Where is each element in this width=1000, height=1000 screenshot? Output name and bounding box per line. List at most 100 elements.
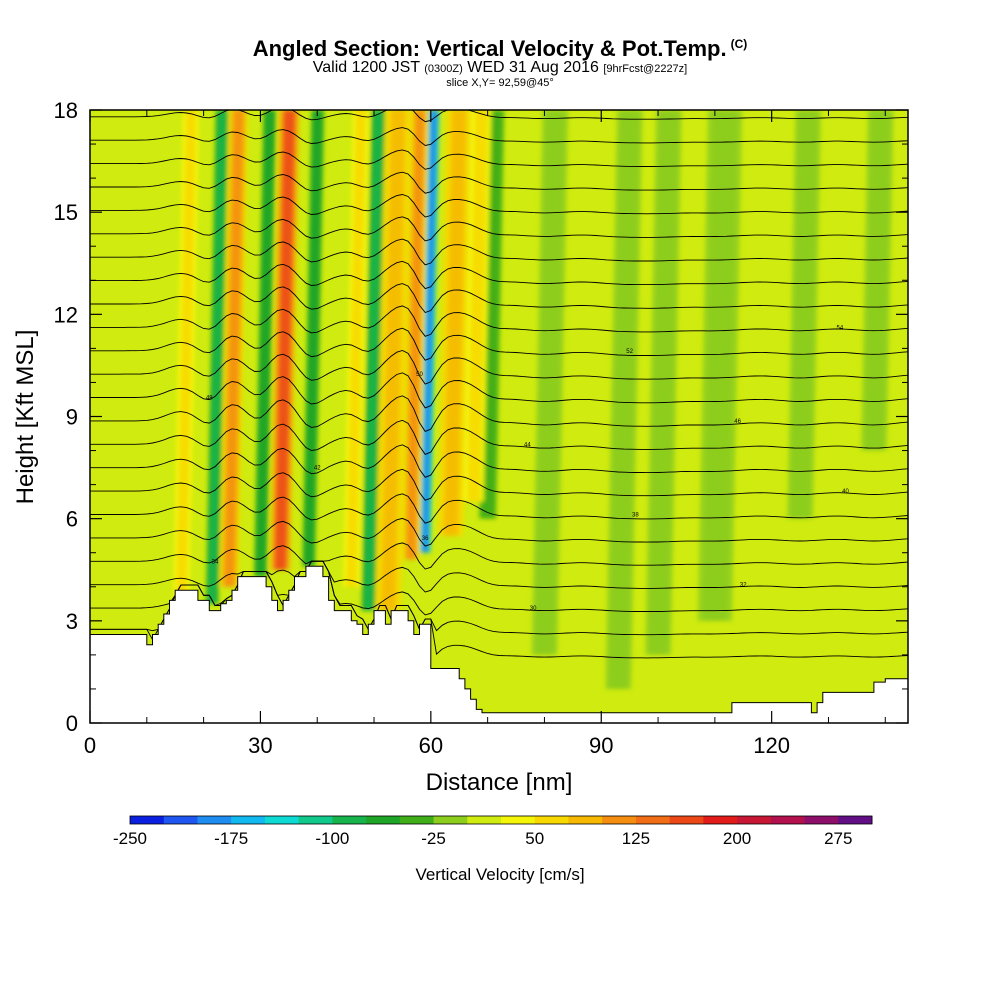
theta-contour-line [90,260,908,290]
theta-contour-label: 52 [626,349,633,355]
theta-contour-line [90,283,908,314]
downdraft-band [481,110,502,519]
colorbar-swatch [838,816,873,824]
colorbar-tick-label: -250 [113,829,147,848]
updraft-band [381,110,406,611]
downdraft-column-11 [861,110,894,451]
theta-contour-label: 50 [416,372,423,378]
updraft-band [223,110,244,587]
theta-contour-label: 30 [530,606,537,612]
colorbar-swatch [399,816,435,824]
y-tick-label: 9 [66,405,78,430]
colorbar-tick-label: 50 [525,829,544,848]
colorbar: -250 -175 -100 -25 50 125 200 275 [113,815,873,848]
theta-contour-line [90,444,908,478]
updraft-band [274,110,296,570]
colorbar-swatch [602,816,637,824]
terrain [90,565,908,723]
y-tick-label: 0 [66,711,78,736]
colorbar-swatch [501,816,536,824]
theta-contour-label: 42 [314,466,321,472]
theta-contour-label: 48 [206,396,213,402]
colorbar-swatch [568,816,603,824]
theta-contour-label: 46 [734,419,741,425]
theta-contour-line [90,350,908,385]
theta-contour-line [90,238,908,266]
updraft-band [467,110,488,502]
y-tick-label: 6 [66,507,78,532]
downdraft-column-7 [605,110,643,689]
theta-contour-label: 44 [524,442,531,448]
colorbar-swatch [467,816,502,824]
colorbar-swatch [635,816,671,824]
downdraft-column-3 [361,110,386,611]
colorbar-tick-label: 275 [824,829,852,848]
y-tick-label: 18 [54,98,78,123]
updraft-band [406,110,425,560]
colorbar-swatch [197,816,232,824]
colorbar-swatch [534,816,569,824]
y-tick-label: 12 [54,302,78,327]
x-tick-label: 60 [419,733,443,758]
theta-contour-label: 34 [212,559,219,565]
theta-contour-label: 54 [836,325,843,331]
colorbar-tick-label: -100 [315,829,349,848]
terrain-profile [90,565,908,723]
theta-contour-line [90,372,908,409]
downdraft-column-2 [302,110,325,567]
chart-title-tag: (C) [730,36,748,51]
downdraft-band [703,110,737,621]
theta-contour-line [90,542,908,570]
x-tick-label: 120 [753,733,790,758]
colorbar-swatch [804,816,839,824]
subtitle-date: WED 31 Aug 2016 [467,59,599,76]
theta-contour-line [90,493,908,524]
theta-contour-line [90,419,908,455]
y-tick-label: 3 [66,609,78,634]
colorbar-swatch [130,816,165,824]
colorbar-swatch [366,816,401,824]
slice-info: slice X,Y= 92,59@45° [446,77,554,89]
downdraft-band [609,110,639,689]
theta-contour-line [90,194,908,218]
theta-contour-line [90,327,908,361]
x-tick-label: 30 [248,733,272,758]
theta-contour-line [90,171,908,194]
colorbar-swatch [231,816,266,824]
colorbar-swatch [264,816,300,824]
theta-contour-label: 40 [842,489,849,495]
downdraft-column-9 [697,110,743,621]
colorbar-swatch [433,816,468,824]
x-axis-label: Distance [nm] [426,769,573,796]
colorbar-frame [129,815,873,825]
updraft-band [176,110,196,621]
y-tick-label: 15 [54,200,78,225]
subtitle-prefix: Valid 1200 JST [312,59,420,76]
x-tick-label: 0 [84,733,96,758]
downdraft-band [256,110,275,577]
colorbar-tick-label: 125 [622,829,650,848]
colorbar-swatch [332,816,367,824]
theta-contour-label: 32 [740,583,747,589]
downdraft-band [304,110,323,567]
subtitle-utc: (0300Z) [424,63,463,75]
downdraft-band [791,110,817,519]
colorbar-swatch [770,816,806,824]
x-tick-label: 90 [589,733,613,758]
downdraft-band [865,110,890,451]
colorbar-swatch [737,816,772,824]
colorbar-swatch [298,816,333,824]
colorbar-swatch [703,816,738,824]
theta-contour-line [90,305,908,337]
colorbar-tick-label: -25 [421,829,446,848]
y-axis-label: Height [Kft MSL] [12,330,39,505]
colorbar-swatch [669,816,704,824]
downdraft-band [207,110,227,604]
theta-contour-line [90,149,908,170]
downdraft-band [535,110,564,655]
chart-subtitle: Valid 1200 JST (0300Z) WED 31 Aug 2016 [… [0,59,1000,77]
colorbar-swatch [163,816,198,824]
theta-contour-line [90,560,908,593]
downdraft-band [421,110,438,553]
